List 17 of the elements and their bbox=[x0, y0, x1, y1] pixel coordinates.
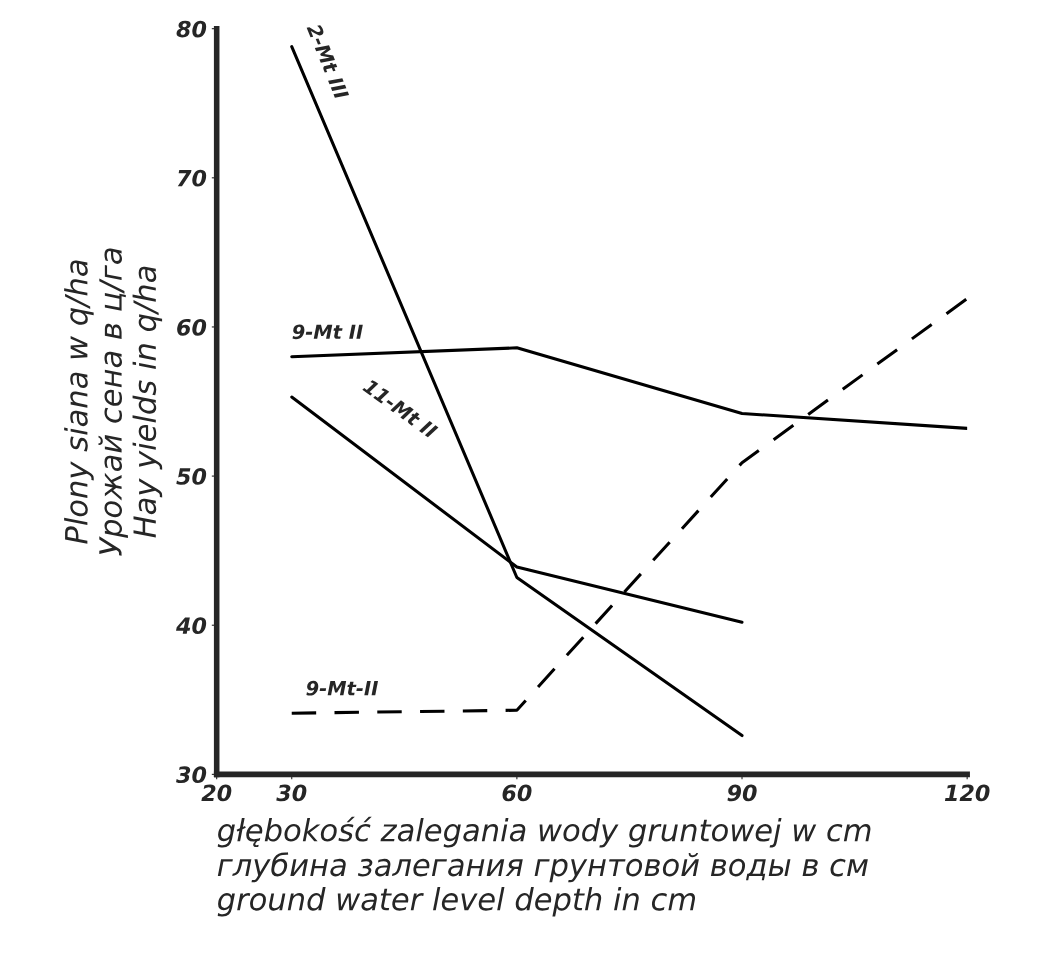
y-tick-label: 50 bbox=[176, 468, 207, 485]
x-tick-label: 90 bbox=[727, 784, 757, 802]
y-tick-label: 30 bbox=[176, 766, 207, 784]
series-label: 9-Mt-II bbox=[306, 680, 378, 696]
x-axis-title: głębokość zalegania wody gruntowej w cm глубина залегания грунтовой воды в см ground water level depth in cm bbox=[217, 816, 871, 917]
y-tick-label: 60 bbox=[177, 318, 207, 336]
x-tick-label: 60 bbox=[502, 784, 532, 802]
y-tick-label: 80 bbox=[176, 20, 207, 38]
y-tick-label: 70 bbox=[177, 169, 207, 187]
x-tick-label: 20 bbox=[201, 784, 232, 802]
text: 2-Mt III bbox=[306, 22, 350, 101]
y-tick-label: 40 bbox=[176, 617, 207, 634]
x-tick-label: 30 bbox=[276, 784, 307, 802]
y-axis-title: Plony siana w q/ha Урожай сена в ц/га Hay yields in q/ha bbox=[64, 248, 163, 556]
line-series bbox=[290, 297, 968, 715]
series-label: 9-Mt II bbox=[292, 324, 363, 340]
x-tick-label: 120 bbox=[944, 784, 990, 802]
